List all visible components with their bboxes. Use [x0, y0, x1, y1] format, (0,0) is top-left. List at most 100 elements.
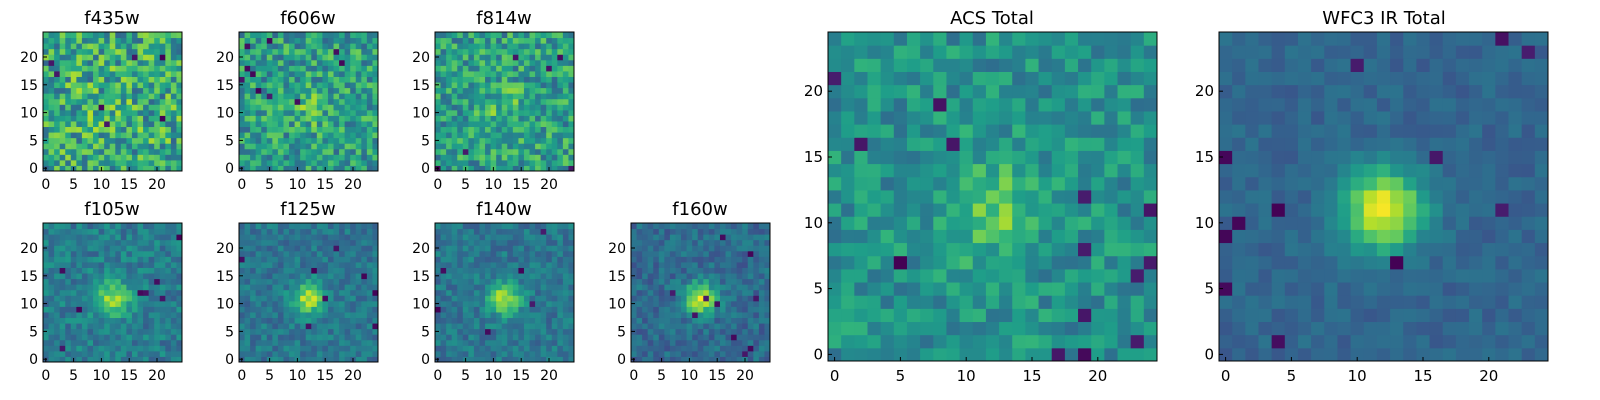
heatmap-cell [283, 37, 290, 44]
heatmap-cell [636, 284, 643, 291]
heatmap-cell [1051, 242, 1066, 257]
heatmap-cell [642, 223, 649, 230]
heatmap-cell [529, 245, 536, 252]
x-tick-label: 10 [288, 368, 306, 384]
heatmap-cell [1078, 308, 1092, 323]
heatmap-cell [333, 32, 340, 39]
heatmap-cell [272, 356, 279, 363]
heatmap-cell [48, 76, 55, 83]
heatmap-cell [440, 234, 447, 241]
heatmap-cell [435, 306, 442, 313]
heatmap-cell [255, 228, 262, 235]
heatmap-cell [496, 328, 503, 335]
heatmap-cell [546, 87, 553, 94]
heatmap-cell [703, 339, 710, 346]
heatmap-cell [1012, 124, 1026, 138]
heatmap-cell [675, 289, 682, 296]
heatmap-cell [462, 126, 469, 133]
heatmap-cell [159, 76, 166, 83]
heatmap-cell [658, 339, 665, 346]
heatmap-cell [747, 295, 754, 302]
heatmap-cell [327, 132, 335, 139]
heatmap-cell [664, 328, 671, 335]
heatmap-cell [159, 284, 166, 291]
heatmap-cell [468, 295, 475, 302]
heatmap-cell [76, 159, 83, 166]
heatmap-cell [159, 65, 166, 72]
heatmap-cell [985, 189, 1000, 204]
heatmap-cell [244, 43, 251, 50]
heatmap-cell [87, 109, 94, 116]
heatmap-cell [350, 70, 357, 77]
heatmap-cell [731, 350, 738, 357]
heatmap-cell [93, 345, 100, 352]
heatmap-cell [764, 261, 771, 268]
heatmap-cell [906, 255, 921, 270]
heatmap-cell [742, 239, 749, 246]
heatmap-cell [154, 126, 161, 133]
heatmap-cell [658, 245, 665, 252]
heatmap-cell [731, 300, 738, 307]
heatmap-cell [540, 137, 547, 144]
heatmap-cell [512, 267, 519, 274]
heatmap-cell [959, 321, 974, 336]
heatmap-cell [159, 278, 166, 285]
heatmap-cell [535, 256, 542, 263]
heatmap-cell [697, 284, 704, 291]
heatmap-cell [131, 250, 139, 257]
heatmap-cell [535, 306, 542, 313]
heatmap-cell [523, 143, 531, 150]
heatmap-cell [479, 137, 486, 144]
heatmap-cell [170, 223, 177, 230]
heatmap-cell [143, 278, 150, 285]
heatmap-cell [311, 59, 318, 66]
heatmap-cell [708, 311, 715, 319]
heatmap-cell [479, 126, 486, 133]
heatmap-cell [322, 339, 329, 346]
heatmap-cell [479, 37, 486, 44]
heatmap-cell [451, 132, 458, 139]
heatmap-cell [457, 345, 464, 352]
heatmap-cell [322, 54, 329, 61]
y-tick-label: 5 [617, 324, 626, 340]
heatmap-cell [692, 345, 699, 352]
heatmap-cell [143, 143, 150, 150]
heatmap-cell [316, 54, 323, 61]
heatmap-cell [322, 93, 329, 100]
heatmap-cell [653, 295, 660, 302]
heatmap-cell [261, 273, 268, 280]
heatmap-cell [920, 150, 934, 165]
heatmap-cell [867, 137, 882, 151]
heatmap-cell [562, 317, 569, 324]
heatmap-cell [742, 339, 749, 346]
heatmap-cell [742, 273, 749, 280]
heatmap-cell [239, 250, 246, 257]
heatmap-cell [316, 250, 323, 257]
heatmap-cell [165, 70, 172, 77]
heatmap-cell [999, 137, 1013, 151]
heatmap-cell [322, 76, 329, 83]
heatmap-cell [350, 87, 357, 94]
heatmap-cell [1012, 176, 1026, 191]
heatmap-cell [736, 300, 743, 307]
heatmap-cell [675, 350, 682, 357]
heatmap-cell [451, 98, 458, 105]
heatmap-cell [523, 82, 531, 89]
heatmap-cell [76, 59, 83, 66]
heatmap-cell [664, 289, 671, 296]
heatmap-cell [131, 339, 139, 346]
heatmap-cell [104, 300, 111, 307]
heatmap-cell [154, 43, 161, 50]
heatmap-cell [81, 120, 88, 128]
heatmap-cell [933, 255, 947, 270]
heatmap-cell [59, 54, 66, 61]
heatmap-cell [54, 104, 61, 111]
heatmap-cell [311, 250, 318, 257]
heatmap-cell [1012, 268, 1026, 283]
heatmap-cell [311, 165, 318, 172]
heatmap-cell [372, 93, 379, 100]
heatmap-cell [501, 32, 508, 39]
heatmap-cell [485, 339, 492, 346]
heatmap-cell [1064, 124, 1079, 138]
heatmap-cell [333, 115, 340, 122]
